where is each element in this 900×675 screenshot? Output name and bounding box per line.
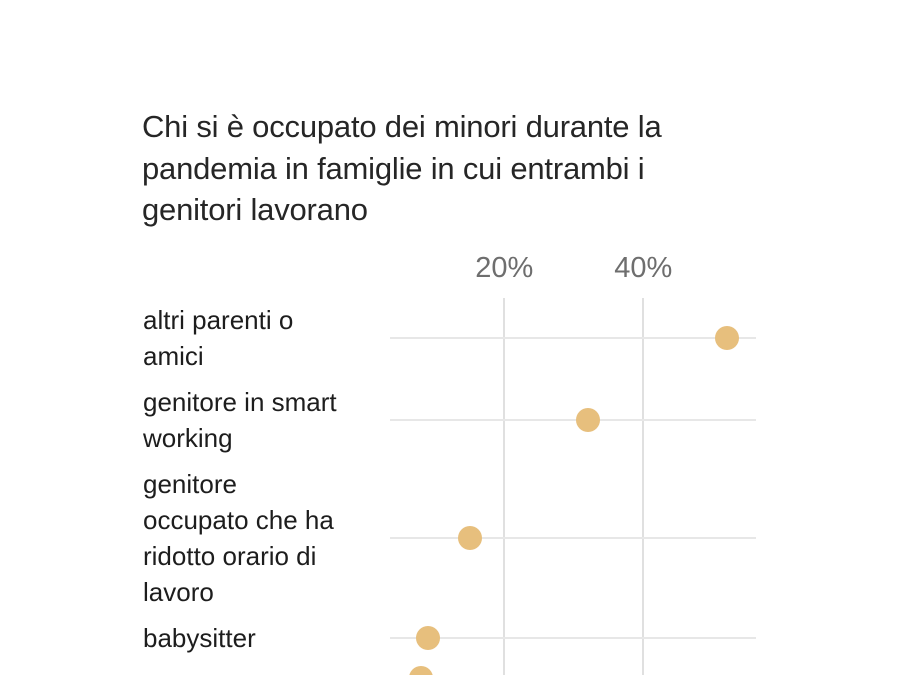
vertical-gridline <box>642 298 645 675</box>
row-line <box>390 419 756 421</box>
x-axis: 20% 40% <box>0 252 900 292</box>
vertical-gridline <box>503 298 506 675</box>
category-label-line: amici <box>143 341 204 371</box>
row-line <box>390 637 756 639</box>
category-label: genitore in smart working <box>143 384 388 456</box>
chart-row: genitore in smart working <box>0 384 900 456</box>
category-label-line: genitore <box>143 469 237 499</box>
data-point-dot <box>457 526 482 550</box>
row-line <box>390 337 756 339</box>
chart-row: genitore occupato che ha ridotto orario di… <box>0 466 900 610</box>
chart-title-line: Chi si è occupato dei minori durante la <box>142 109 662 144</box>
category-label: babysitter <box>143 620 388 656</box>
category-label: altri parenti o amici <box>143 302 388 374</box>
category-label: genitore occupato che ha ridotto orario di… <box>143 466 388 610</box>
chart-row: altri parenti o amici <box>0 302 900 374</box>
data-point-dot <box>408 666 433 675</box>
data-point-dot <box>714 326 739 350</box>
chart-title-line: genitori lavorano <box>142 192 368 227</box>
category-label-line: occupato che ha <box>143 505 334 535</box>
category-label-line: babysitter <box>143 623 256 653</box>
chart-title-line: pandemia in famiglie in cui entrambi i <box>142 150 645 186</box>
data-point-dot <box>415 626 440 650</box>
category-label-line: lavoro <box>143 577 214 607</box>
chart-row <box>0 666 900 675</box>
x-axis-tick-label: 40% <box>614 252 673 284</box>
data-point-dot <box>575 408 600 432</box>
category-label-line: genitore in smart <box>143 387 337 417</box>
chart-rows: altri parenti o amici genitore in smart wor… <box>0 302 900 675</box>
x-axis-tick-label: 20% <box>475 252 534 284</box>
category-label-line: altri parenti o <box>143 305 294 335</box>
chart-title: Chi si è occupato dei minori durante la … <box>142 106 762 231</box>
row-line <box>390 537 756 539</box>
category-label-line: working <box>143 423 233 453</box>
category-label-line: ridotto orario di <box>143 541 317 571</box>
chart-row: babysitter <box>0 620 900 656</box>
